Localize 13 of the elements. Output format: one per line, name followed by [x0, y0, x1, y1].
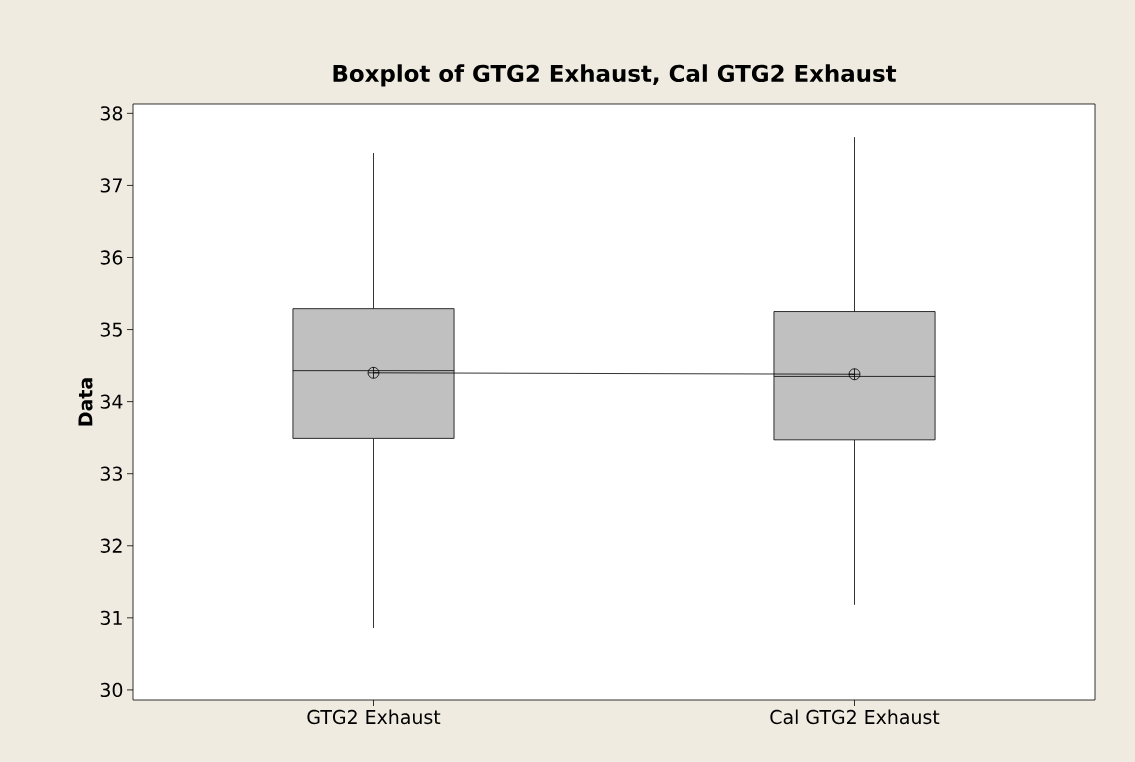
y-tick-label: 34 [100, 394, 123, 409]
y-tick-label: 30 [100, 682, 123, 698]
y-tick-label: 36 [100, 250, 123, 265]
x-tick-label: GTG2 Exhaust [307, 709, 441, 725]
y-tick-label: 37 [100, 178, 122, 193]
y-tick-label: 35 [100, 322, 122, 337]
y-tick-label: 38 [100, 106, 123, 121]
chart-title: Boxplot of GTG2 Exhaust, Cal GTG2 Exhaust [333, 64, 897, 87]
y-tick-label: 31 [100, 610, 122, 625]
x-tick-label: Cal GTG2 Exhaust [770, 709, 940, 725]
y-tick-label: 32 [100, 538, 122, 553]
y-axis-title: Data [78, 378, 93, 426]
y-tick-label: 33 [100, 466, 122, 481]
